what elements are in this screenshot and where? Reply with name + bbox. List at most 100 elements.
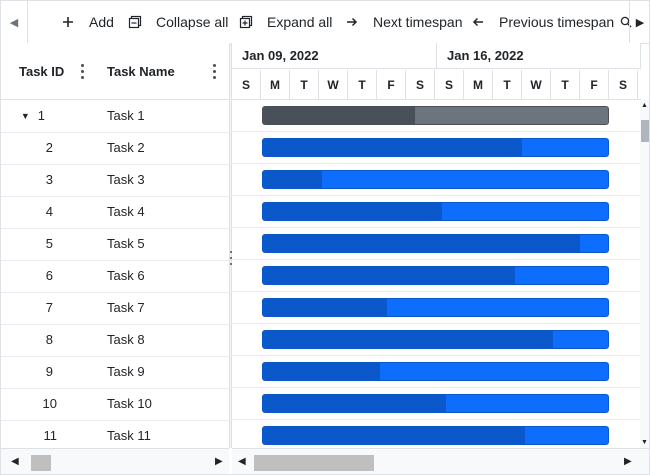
task-bar[interactable]	[262, 298, 609, 317]
table-row[interactable]: 11 Task 11	[1, 420, 229, 448]
table-row[interactable]: 7 Task 7	[1, 292, 229, 325]
caret-down-icon[interactable]: ▼	[20, 110, 30, 121]
task-bar[interactable]	[262, 362, 609, 381]
timeline-day: T	[551, 70, 580, 99]
task-name-cell: Task 2	[107, 140, 145, 155]
expand-all-button[interactable]: Expand all	[237, 1, 332, 43]
task-id: 7	[45, 300, 53, 315]
timeline-row	[232, 356, 641, 388]
caret-right-icon: ▶	[635, 16, 645, 29]
chart-horizontal-scrollbar[interactable]: ◀ ▶	[232, 448, 649, 474]
task-bar[interactable]	[262, 266, 609, 285]
splitter-handle-icon[interactable]	[229, 251, 232, 265]
collapse-all-label: Collapse all	[156, 14, 229, 30]
column-header-label: Task ID	[19, 63, 65, 79]
task-id: 9	[45, 364, 53, 379]
timeline-day: F	[580, 70, 609, 99]
column-header-task-name[interactable]: Task Name	[107, 43, 175, 99]
timeline-row	[232, 196, 641, 228]
task-name-cell: Task 9	[107, 364, 145, 379]
timeline-row	[232, 132, 641, 164]
grid-header: Task ID Task Name	[1, 43, 229, 100]
scroll-down-icon[interactable]: ▼	[641, 439, 648, 446]
task-id: 1	[37, 108, 45, 123]
scroll-left-icon[interactable]: ◀	[11, 456, 19, 467]
table-row[interactable]: ▼ 1 Task 1	[1, 100, 229, 133]
grid-horizontal-scrollbar[interactable]: ◀ ▶	[1, 448, 229, 474]
summary-task-bar[interactable]	[262, 106, 609, 125]
table-row[interactable]: 8 Task 8	[1, 324, 229, 357]
timeline-row	[232, 324, 641, 356]
task-bar[interactable]	[262, 330, 609, 349]
task-id-cell: 9	[1, 356, 65, 387]
task-name-cell: Task 5	[107, 236, 145, 251]
timeline-day: F	[377, 70, 406, 99]
task-progress-fill	[263, 331, 553, 348]
pane-splitter[interactable]	[229, 43, 232, 448]
table-row[interactable]: 4 Task 4	[1, 196, 229, 229]
timeline-body	[232, 100, 641, 448]
next-timespan-button[interactable]: Next timespan	[343, 1, 462, 43]
timeline-day: S	[232, 70, 261, 99]
task-name-cell: Task 4	[107, 204, 145, 219]
timeline-row	[232, 420, 641, 448]
task-bar[interactable]	[262, 234, 609, 253]
previous-timespan-button[interactable]: Previous timespan	[469, 1, 614, 43]
task-bar[interactable]	[262, 202, 609, 221]
column-header-task-id[interactable]: Task ID	[19, 43, 64, 99]
task-id-cell: 3	[1, 164, 65, 195]
expand-all-icon	[237, 13, 255, 31]
task-id: 4	[45, 204, 53, 219]
task-id: 2	[45, 140, 53, 155]
timeline-week: Jan 16, 2022	[437, 43, 641, 69]
vertical-scroll-thumb[interactable]	[641, 120, 649, 142]
table-row[interactable]: 9 Task 9	[1, 356, 229, 389]
previous-timespan-label: Previous timespan	[499, 14, 615, 30]
timeline-row	[232, 388, 641, 420]
scroll-left-icon[interactable]: ◀	[238, 456, 246, 467]
expand-all-label: Expand all	[267, 14, 333, 30]
task-id-cell: 2	[1, 132, 65, 163]
table-row[interactable]: 6 Task 6	[1, 260, 229, 293]
timeline-row	[232, 164, 641, 196]
vertical-scrollbar[interactable]: ▲ ▼	[640, 100, 649, 448]
arrow-right-icon	[343, 13, 361, 31]
task-id: 3	[45, 172, 53, 187]
plus-icon	[59, 13, 77, 31]
task-id-cell: 5	[1, 228, 65, 259]
task-id-cell: 11	[1, 420, 65, 448]
task-progress-fill	[263, 171, 322, 188]
table-row[interactable]: 10 Task 10	[1, 388, 229, 421]
task-bar[interactable]	[262, 394, 609, 413]
task-progress-fill	[263, 203, 443, 220]
task-progress-fill	[263, 427, 526, 444]
task-bar[interactable]	[262, 426, 609, 445]
timeline-header: Jan 09, 2022 Jan 16, 2022 S M T W T F S …	[232, 43, 641, 100]
toolbar-scroll-right-button[interactable]: ▶	[629, 1, 649, 43]
add-button[interactable]: Add	[59, 1, 114, 43]
chart-horizontal-scroll-thumb[interactable]	[254, 455, 374, 471]
task-progress-fill	[263, 139, 522, 156]
add-label: Add	[89, 14, 114, 30]
column-menu-icon[interactable]	[210, 62, 218, 80]
collapse-all-button[interactable]: Collapse all	[126, 1, 228, 43]
timeline-day: T	[493, 70, 522, 99]
task-bar[interactable]	[262, 138, 609, 157]
column-menu-icon[interactable]	[78, 62, 86, 80]
grid-horizontal-scroll-thumb[interactable]	[31, 455, 51, 471]
task-name-cell: Task 10	[107, 396, 152, 411]
toolbar-scroll-left-button[interactable]: ◀	[1, 1, 28, 43]
task-name-cell: Task 8	[107, 332, 145, 347]
timeline-day: S	[609, 70, 638, 99]
task-id: 5	[45, 236, 53, 251]
scroll-right-icon[interactable]: ▶	[215, 456, 223, 467]
table-row[interactable]: 5 Task 5	[1, 228, 229, 261]
task-bar[interactable]	[262, 170, 609, 189]
scroll-up-icon[interactable]: ▲	[641, 102, 648, 109]
table-row[interactable]: 2 Task 2	[1, 132, 229, 165]
timeline-row	[232, 292, 641, 324]
task-id-cell: 7	[1, 292, 65, 323]
timeline-day: T	[348, 70, 377, 99]
table-row[interactable]: 3 Task 3	[1, 164, 229, 197]
scroll-right-icon[interactable]: ▶	[624, 456, 632, 467]
